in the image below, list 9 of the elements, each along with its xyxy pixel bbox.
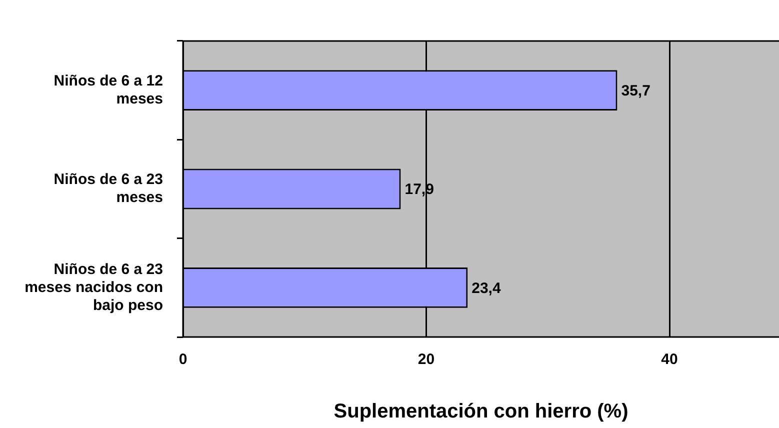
y-tick-label: Niños de 6 a 23 meses nacidos con bajo peso [24, 260, 163, 314]
y-tick-label: Niños de 6 a 12 meses [54, 72, 163, 108]
x-tick-label: 20 [418, 351, 435, 368]
x-axis-title: Suplementación con hierro (%) [334, 400, 628, 423]
data-label: 23,4 [472, 280, 502, 297]
x-tick-label: 0 [178, 351, 188, 368]
y-tick-label: Niños de 6 a 23 meses [54, 171, 163, 206]
data-label: 35,7 [621, 82, 650, 100]
x-tick-label: 40 [661, 351, 678, 368]
